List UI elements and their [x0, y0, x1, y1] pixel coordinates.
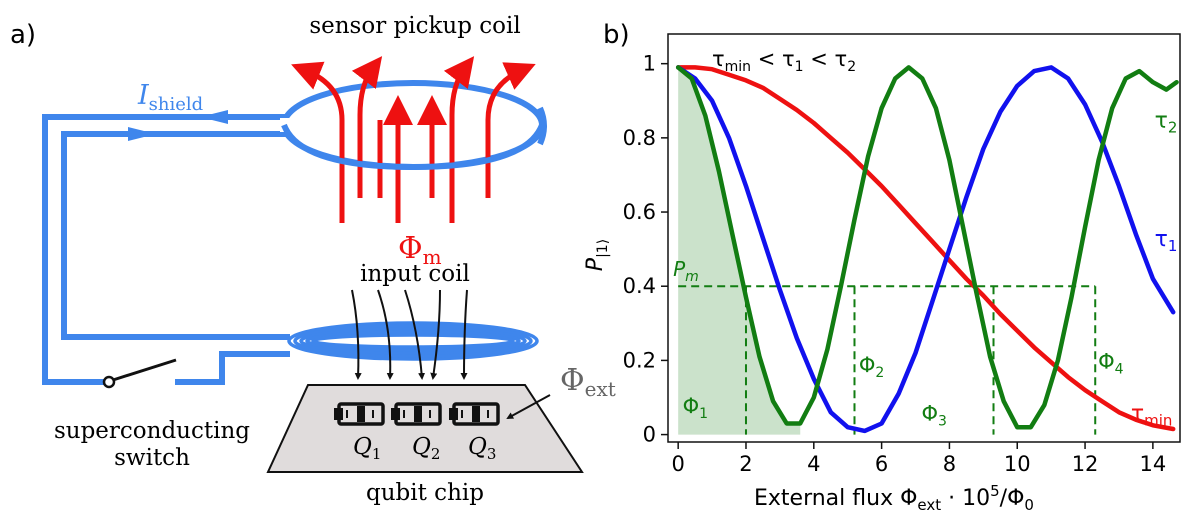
shield-wire-inner — [61, 131, 290, 340]
x-tick-label: 4 — [807, 452, 820, 476]
phi-marker-label: Φ4 — [1098, 349, 1124, 377]
x-tick-label: 6 — [875, 452, 888, 476]
phi-marker-label: Φ2 — [859, 353, 884, 381]
shield-arrow-left-icon — [200, 110, 228, 124]
series-label-0: τmin — [1131, 401, 1173, 429]
x-tick-label: 12 — [1072, 452, 1099, 476]
y-tick-label: 0.6 — [623, 200, 656, 224]
input-arrow-4 — [430, 289, 441, 380]
y-axis-label: P|1⟩ — [583, 239, 611, 271]
flux-lines — [291, 56, 536, 223]
series-label-2: τ2 — [1155, 108, 1178, 136]
panel-a: a) sensor pickup coil Ishield supercondu… — [10, 13, 616, 506]
y-tick-label: 0.8 — [623, 126, 656, 150]
qubit-chip — [266, 384, 584, 473]
plot-frame — [667, 33, 1181, 443]
input-arrow-2 — [377, 289, 394, 380]
input-arrow-3 — [404, 289, 426, 380]
panel-a-label: a) — [10, 20, 36, 50]
flux-line-6 — [443, 56, 475, 223]
switch-pivot — [102, 375, 116, 389]
shield-wire-return — [175, 351, 290, 385]
x-tick-label: 8 — [943, 452, 956, 476]
input-coil-turn-2 — [293, 324, 533, 358]
input-coil-turn-3 — [299, 327, 527, 355]
y-tick-label: 0 — [643, 423, 656, 447]
flux-ext-label: Φext — [560, 363, 616, 401]
series-line-0 — [675, 65, 1176, 432]
series-line-2 — [675, 65, 1179, 430]
switch-lever — [112, 358, 177, 382]
x-tick-label: 10 — [1004, 452, 1031, 476]
flux-m-label: Φm — [398, 231, 442, 269]
qubit-junction — [357, 406, 365, 422]
input-arrow-1 — [351, 289, 362, 380]
switch-label-line2: switch — [114, 445, 190, 471]
flux-line-2 — [351, 56, 383, 198]
x-tick-label: 2 — [739, 452, 752, 476]
shaded-area — [678, 67, 801, 435]
input-arrow-5 — [460, 289, 468, 380]
flux-line-1 — [291, 61, 345, 223]
y-tick-label: 0.2 — [623, 348, 656, 372]
y-tick-label: 1 — [643, 52, 656, 76]
shield-current-label: Ishield — [137, 80, 203, 115]
phi-marker-label: Φ1 — [683, 394, 708, 422]
y-tick-label: 0.4 — [623, 274, 656, 298]
series-label-1: τ1 — [1155, 227, 1178, 255]
qubit-junction — [334, 408, 343, 420]
qubit-junction — [449, 408, 458, 420]
sensor-coil-label: sensor pickup coil — [309, 13, 520, 39]
qubit-label-2: Q2 — [412, 434, 440, 463]
series-line-1 — [675, 65, 1176, 434]
panel-b-label: b) — [603, 20, 630, 50]
input-coil-turn-5 — [311, 333, 515, 349]
qubit-junction — [472, 406, 480, 422]
switch-label-line1: superconducting — [54, 418, 250, 444]
flux-ext-arrow — [506, 394, 551, 419]
phi-marker-label: Φ3 — [921, 401, 946, 429]
shield-circuit — [42, 114, 290, 385]
x-tick-label: 0 — [671, 452, 684, 476]
flux-line-7 — [485, 62, 536, 198]
pm-label: Pm — [673, 257, 699, 285]
input-coil-arrows — [351, 289, 468, 380]
qubit-label-3: Q3 — [468, 434, 496, 463]
pickup-coil-front — [281, 123, 545, 171]
qubit-1-icon — [334, 402, 385, 426]
shield-arrow-right-icon — [128, 127, 156, 141]
qubit-label-1: Q1 — [353, 434, 381, 463]
qubit-icons — [334, 402, 500, 426]
panel-b: b) 0 2 4 6 8 10 12 1400.20.40.60.81PmΦ1Φ2Φ3Φ4τm… — [583, 20, 1181, 513]
qubit-junction — [391, 408, 400, 420]
x-axis-label: External flux Φext · 105/Φ0 — [754, 482, 1034, 513]
qubit-junction — [414, 406, 422, 422]
chip-label: qubit chip — [366, 480, 484, 506]
input-coil-turn-4 — [305, 330, 521, 352]
qubit-2-icon — [391, 402, 442, 426]
x-tick-label: 14 — [1140, 452, 1167, 476]
input-coil-label: input coil — [360, 261, 470, 287]
input-coil — [287, 321, 539, 361]
shield-wire-outer — [42, 114, 288, 385]
qubit-3-icon — [449, 402, 500, 426]
superconducting-switch — [102, 358, 177, 389]
tau-order-annotation: τmin < τ1 < τ2 — [712, 47, 856, 75]
